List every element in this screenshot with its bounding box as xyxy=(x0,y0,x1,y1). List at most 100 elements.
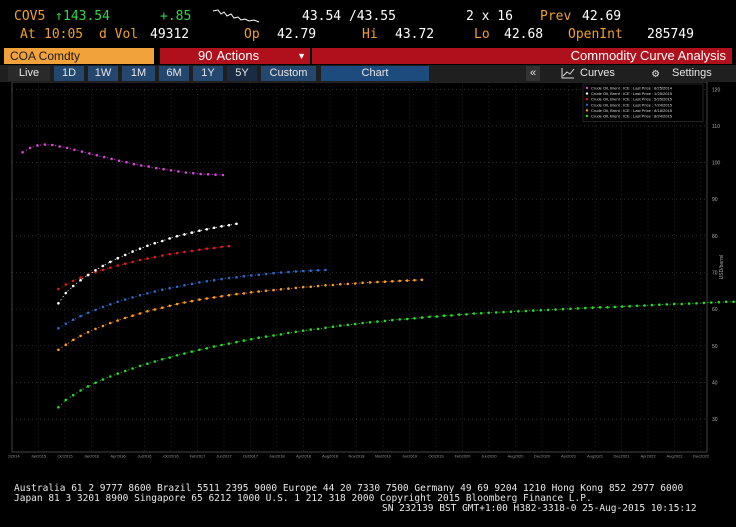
series-0-point xyxy=(732,300,735,304)
series-0-point xyxy=(650,303,654,307)
series-4-point xyxy=(220,225,223,228)
series-0-point xyxy=(710,301,713,304)
series-5-point xyxy=(110,157,113,161)
series-2-point xyxy=(94,308,97,312)
x-tick-label: Jan2016 xyxy=(84,454,100,459)
series-2-point xyxy=(123,298,127,301)
legend-label: Crude Oil, Brent : ICE : Last Price : 1/… xyxy=(591,91,673,96)
series-0-point xyxy=(235,340,238,344)
series-0-point xyxy=(413,317,416,320)
curve-chart[interactable]: 30 40 50 60 70 80 90 100 110 120 Oct2014 Jan2015 Oct… xyxy=(4,81,736,460)
x-tick-label: Aug2018 xyxy=(322,454,339,459)
collapse-button[interactable]: « xyxy=(526,66,540,81)
series-5-point xyxy=(140,164,143,167)
series-2-point xyxy=(86,311,90,315)
series-1-point xyxy=(198,298,201,301)
series-1-point xyxy=(353,282,357,285)
settings-button[interactable]: Settings xyxy=(672,67,712,79)
series-3-point xyxy=(71,279,75,283)
y-tick-label: 70 xyxy=(712,270,718,276)
series-2-point xyxy=(79,314,82,318)
series-1-point xyxy=(346,282,350,286)
series-4-point xyxy=(198,229,201,232)
series-0-point xyxy=(658,303,661,306)
series-2-point xyxy=(198,281,201,284)
period-1w-button[interactable]: 1W xyxy=(88,66,118,81)
period-5y-button[interactable]: 5Y xyxy=(227,66,257,81)
series-0-point xyxy=(287,331,290,335)
series-3-point xyxy=(109,266,112,269)
series-5-point xyxy=(65,146,69,150)
period-1y-button[interactable]: 1Y xyxy=(193,66,223,81)
custom-button[interactable]: Custom xyxy=(261,66,316,81)
series-0-point xyxy=(621,305,624,308)
series-1-point xyxy=(294,286,298,290)
x-tick-label: Dec2022 xyxy=(693,454,710,459)
dvol-label: d Vol xyxy=(99,27,139,42)
live-button[interactable]: Live xyxy=(8,66,50,81)
series-5-point xyxy=(147,165,150,168)
series-0-point xyxy=(680,302,683,306)
x-tick-label: Aug2021 xyxy=(587,454,604,459)
series-5-point xyxy=(80,150,84,153)
x-tick-label: Mar2019 xyxy=(375,454,392,459)
series-3-point xyxy=(168,252,171,256)
quote-time: 10:05 xyxy=(44,27,84,42)
series-1-point xyxy=(71,338,75,342)
series-5-point xyxy=(51,143,54,147)
series-1-point xyxy=(161,306,164,309)
series-4-point xyxy=(168,237,171,240)
series-3-point xyxy=(183,250,186,254)
series-2-point xyxy=(131,296,134,299)
series-0-point xyxy=(376,320,379,323)
curves-button[interactable]: Curves xyxy=(580,67,615,79)
series-1-point xyxy=(383,280,387,283)
series-0-point xyxy=(494,311,498,314)
series-0-point xyxy=(524,309,528,313)
x-tick-label: Oct2019 xyxy=(428,454,444,459)
series-1-point xyxy=(301,285,305,289)
series-0-point xyxy=(635,304,639,308)
period-1d-button[interactable]: 1D xyxy=(54,66,84,81)
actions-menu[interactable]: 90 Actions ▼ xyxy=(160,48,310,64)
series-4-point xyxy=(101,264,105,268)
y-tick-label: 50 xyxy=(712,344,718,350)
series-1-point xyxy=(309,285,313,289)
series-0-point xyxy=(190,350,194,353)
x-tick-label: Oct2014 xyxy=(8,454,20,459)
series-0-point xyxy=(569,307,572,311)
series-0-point xyxy=(138,364,142,368)
series-0-point xyxy=(309,328,313,331)
series-0-point xyxy=(435,315,439,318)
x-tick-label: Oct2017 xyxy=(243,454,259,459)
footer-line-2: Japan 81 3 3201 8900 Singapore 65 6212 1… xyxy=(14,492,592,504)
series-5-point xyxy=(28,146,32,150)
open-interest: 285749 xyxy=(647,27,694,42)
security-input[interactable]: COA Comdty xyxy=(4,48,154,64)
bid-ask-size: 2 x 16 xyxy=(466,9,513,24)
series-0-point xyxy=(428,315,431,319)
series-2-point xyxy=(287,270,290,274)
series-2-point xyxy=(71,318,75,322)
period-1m-button[interactable]: 1M xyxy=(122,66,155,81)
series-0-point xyxy=(613,305,617,309)
up-arrow-icon: ↑ xyxy=(55,9,63,24)
period-6m-button[interactable]: 6M xyxy=(159,66,189,81)
series-1-point xyxy=(413,278,416,282)
legend-marker xyxy=(585,98,589,101)
series-1-point xyxy=(123,316,127,320)
prev-close: 42.69 xyxy=(582,9,622,24)
series-3-point xyxy=(161,254,164,257)
chart-button[interactable]: Chart xyxy=(321,66,429,81)
series-0-point xyxy=(480,311,483,315)
series-4-point xyxy=(79,278,82,282)
series-0-point xyxy=(57,406,60,409)
legend-label: Crude Oil, Brent : ICE : Last Price : 7/… xyxy=(591,102,673,107)
series-0-point xyxy=(161,358,164,361)
series-1-point xyxy=(153,308,157,311)
series-1-point xyxy=(242,292,246,295)
chevron-down-icon: ▼ xyxy=(297,51,306,61)
series-0-point xyxy=(576,307,580,310)
series-5-point xyxy=(43,143,47,146)
series-0-point xyxy=(457,313,461,316)
